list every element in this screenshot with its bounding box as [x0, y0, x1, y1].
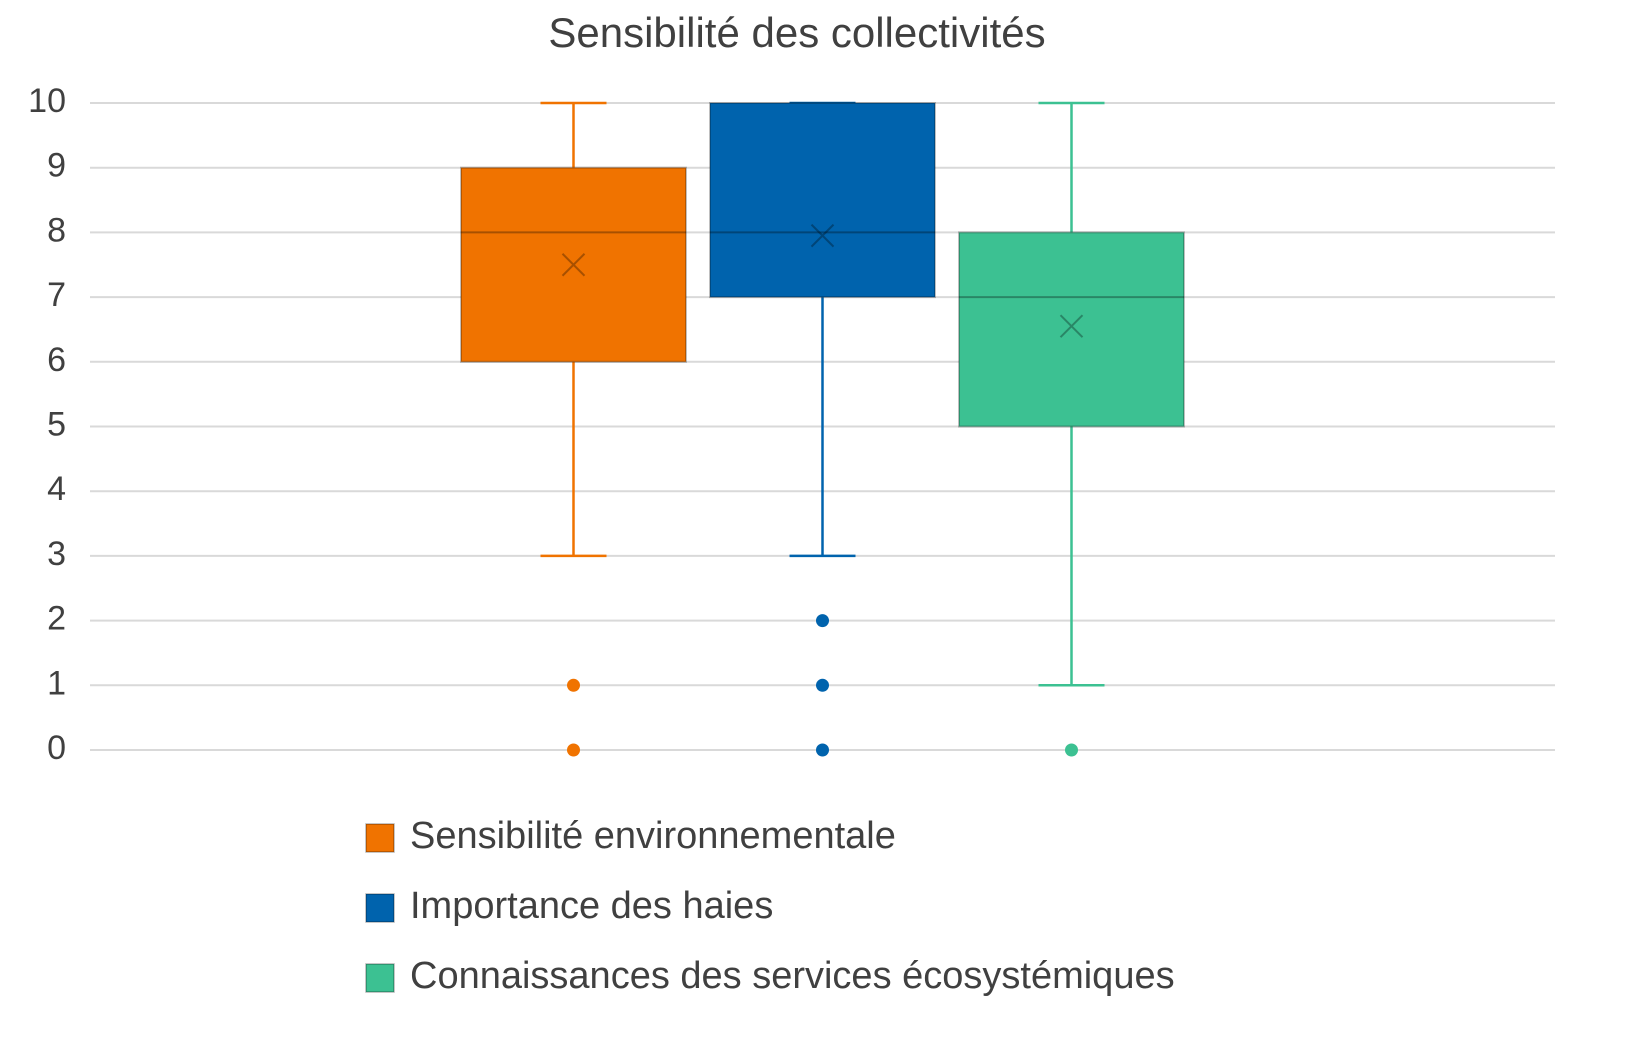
box [709, 102, 936, 299]
outlier [816, 678, 829, 692]
y-tick-label: 10 [28, 82, 66, 120]
legend-label: Importance des haies [410, 885, 773, 927]
mean-marker [1059, 314, 1084, 338]
box [460, 166, 687, 363]
mean-marker [810, 223, 835, 248]
y-tick-label: 3 [47, 535, 66, 573]
outlier [1065, 743, 1078, 757]
legend-label: Connaissances des services écosystémique… [410, 955, 1175, 997]
legend-label: Sensibilité environnementale [410, 815, 896, 857]
box [958, 231, 1185, 428]
legend-swatch [365, 823, 395, 853]
outlier [816, 743, 829, 757]
y-tick-label: 4 [47, 470, 66, 508]
chart-title: Sensibilité des collectivités [548, 9, 1045, 56]
mean-marker [561, 253, 586, 277]
y-tick-label: 7 [47, 276, 66, 314]
y-tick-label: 1 [47, 664, 66, 702]
y-tick-label: 9 [47, 147, 66, 185]
outlier [567, 678, 580, 692]
y-tick-label: 8 [47, 211, 66, 249]
y-tick-label: 6 [47, 341, 66, 379]
y-tick-label: 0 [47, 729, 66, 767]
outlier [567, 743, 580, 757]
outlier [816, 614, 829, 628]
y-tick-label: 5 [47, 405, 66, 443]
legend-swatch [365, 963, 395, 993]
y-tick-label: 2 [47, 600, 66, 638]
legend-swatch [365, 893, 395, 923]
